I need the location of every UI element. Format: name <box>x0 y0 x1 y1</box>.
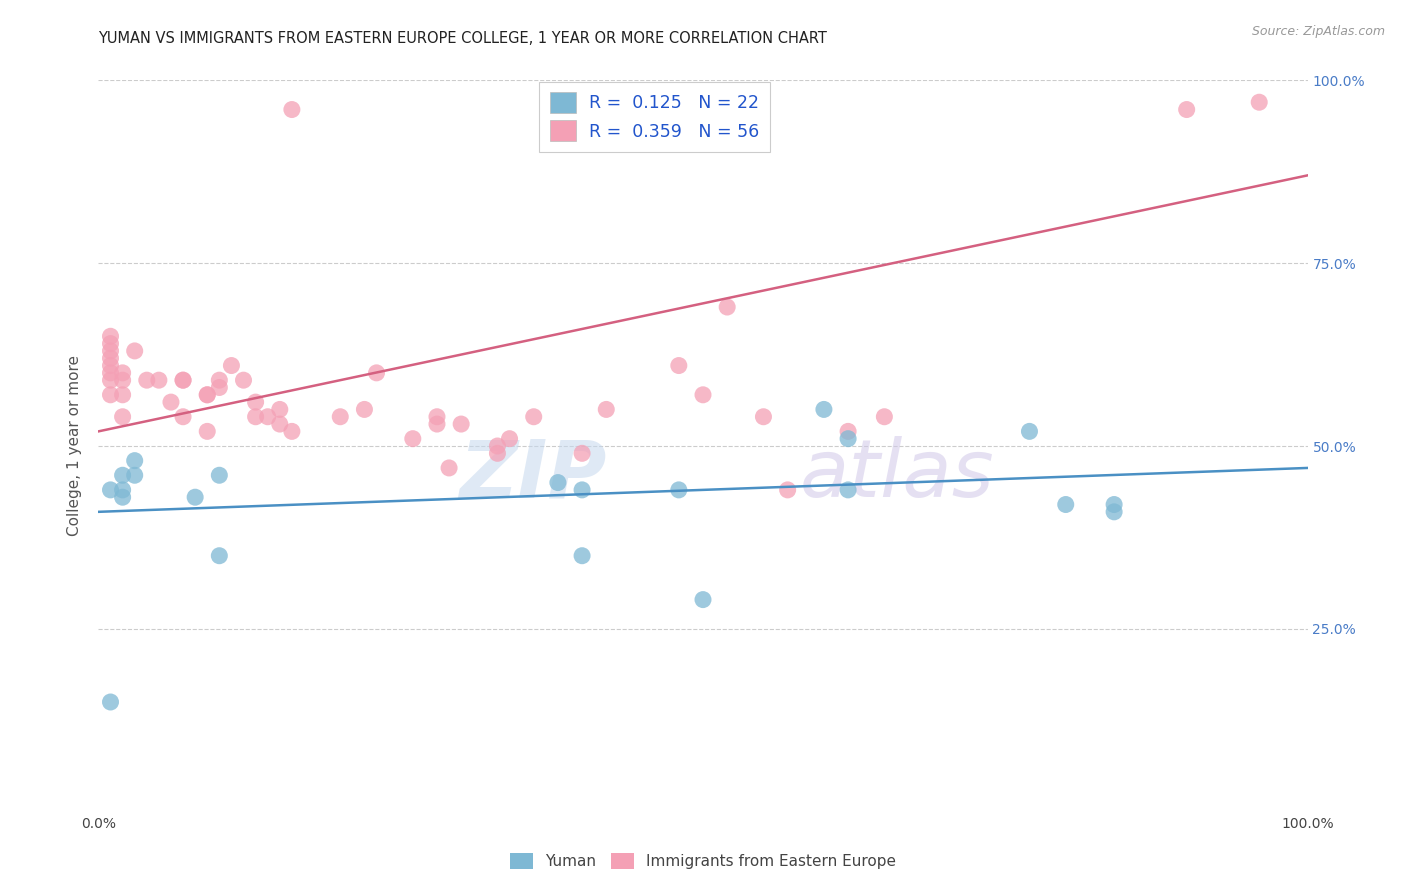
Y-axis label: College, 1 year or more: College, 1 year or more <box>67 356 83 536</box>
Point <box>837 432 859 446</box>
Point <box>353 402 375 417</box>
Point <box>873 409 896 424</box>
Point <box>426 417 449 431</box>
Point <box>111 366 134 380</box>
Point <box>426 409 449 424</box>
Point <box>692 388 714 402</box>
Point <box>692 592 714 607</box>
Point <box>172 409 194 424</box>
Point <box>281 425 304 439</box>
Point <box>1102 498 1125 512</box>
Point <box>668 483 690 497</box>
Point <box>813 402 835 417</box>
Point <box>100 336 122 351</box>
Point <box>184 490 207 504</box>
Point <box>100 483 122 497</box>
Text: YUMAN VS IMMIGRANTS FROM EASTERN EUROPE COLLEGE, 1 YEAR OR MORE CORRELATION CHAR: YUMAN VS IMMIGRANTS FROM EASTERN EUROPE … <box>98 31 827 46</box>
Point <box>547 475 569 490</box>
Point <box>776 483 799 497</box>
Point <box>148 373 170 387</box>
Point <box>111 373 134 387</box>
Point <box>486 439 509 453</box>
Legend: Yuman, Immigrants from Eastern Europe: Yuman, Immigrants from Eastern Europe <box>503 847 903 875</box>
Point <box>571 446 593 460</box>
Point <box>366 366 388 380</box>
Point <box>100 695 122 709</box>
Point <box>1018 425 1040 439</box>
Point <box>100 388 122 402</box>
Point <box>1054 498 1077 512</box>
Point <box>752 409 775 424</box>
Point <box>437 461 460 475</box>
Point <box>111 483 134 497</box>
Point <box>716 300 738 314</box>
Point <box>523 409 546 424</box>
Text: Source: ZipAtlas.com: Source: ZipAtlas.com <box>1251 25 1385 38</box>
Point <box>1249 95 1271 110</box>
Point <box>571 483 593 497</box>
Point <box>195 425 218 439</box>
Point <box>100 343 122 358</box>
Point <box>1102 505 1125 519</box>
Point <box>135 373 157 387</box>
Point <box>329 409 352 424</box>
Point <box>269 417 291 431</box>
Point <box>100 351 122 366</box>
Point <box>208 373 231 387</box>
Point <box>124 453 146 467</box>
Point <box>111 388 134 402</box>
Point <box>160 395 183 409</box>
Text: ZIP: ZIP <box>458 436 606 515</box>
Point <box>100 329 122 343</box>
Point <box>498 432 520 446</box>
Point <box>172 373 194 387</box>
Point <box>100 366 122 380</box>
Point <box>195 388 218 402</box>
Point <box>111 409 134 424</box>
Text: atlas: atlas <box>800 436 994 515</box>
Point <box>111 490 134 504</box>
Point <box>571 549 593 563</box>
Legend: R =  0.125   N = 22, R =  0.359   N = 56: R = 0.125 N = 22, R = 0.359 N = 56 <box>538 82 770 152</box>
Point <box>245 409 267 424</box>
Point <box>124 343 146 358</box>
Point <box>208 549 231 563</box>
Point <box>269 402 291 417</box>
Point <box>124 468 146 483</box>
Point <box>100 359 122 373</box>
Point <box>595 402 617 417</box>
Point <box>450 417 472 431</box>
Point <box>111 468 134 483</box>
Point <box>232 373 254 387</box>
Point <box>256 409 278 424</box>
Point <box>172 373 194 387</box>
Point <box>221 359 243 373</box>
Point <box>837 425 859 439</box>
Point <box>281 103 304 117</box>
Point <box>402 432 425 446</box>
Point <box>245 395 267 409</box>
Point <box>208 468 231 483</box>
Point <box>668 359 690 373</box>
Point <box>486 446 509 460</box>
Point <box>837 483 859 497</box>
Point <box>208 380 231 394</box>
Point <box>195 388 218 402</box>
Point <box>100 373 122 387</box>
Point <box>1175 103 1198 117</box>
